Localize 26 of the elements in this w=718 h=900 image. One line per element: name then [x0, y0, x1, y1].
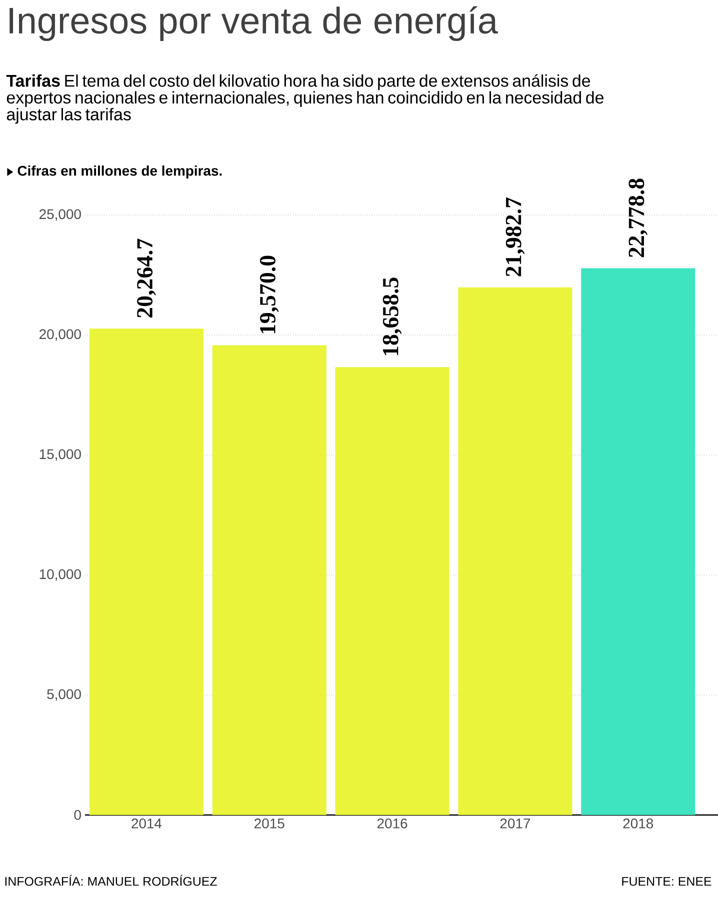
y-tick-label: 5,000 [47, 689, 81, 701]
data-label: 19,570.0 [260, 256, 279, 334]
y-tick-label: 15,000 [40, 449, 81, 461]
text: INFOGRAFÍA: MANUEL RODRÍGUEZ [5, 874, 217, 886]
bar [212, 345, 326, 815]
bar [581, 268, 696, 815]
text: Cifras en millones de lempiras. [18, 165, 222, 178]
data-label: 21,982.7 [506, 198, 525, 276]
data-label: 18,658.5 [382, 278, 402, 356]
chart-subtitle: Tarifas El tema del costo del kilovatio hora ha sido parte de extensos análisis de expertos nacionales e internacionales, quienes han coincidido en la necesidad de ajustar las tarifas [6, 74, 604, 124]
data-label: 20,264.7 [137, 238, 156, 318]
bar [335, 367, 450, 815]
y-tick-label: 20,000 [40, 329, 81, 341]
x-tick-label: 2016 [377, 818, 408, 828]
source-note: FUENTE: ENEE [622, 877, 712, 886]
x-tick-label: 2014 [132, 818, 162, 828]
x-tick-label: 2017 [500, 818, 530, 828]
chart-title: Ingresos por venta de energía [10, 6, 498, 41]
y-tick-label: 10,000 [40, 569, 81, 581]
bar [89, 328, 204, 815]
y-tick-label: 0 [74, 810, 81, 820]
data-label: 22,778.8 [628, 178, 648, 258]
x-tick-label: 2018 [623, 818, 654, 828]
bar [458, 287, 572, 815]
y-tick-label: 25,000 [40, 209, 81, 221]
x-tick-label: 2015 [254, 818, 284, 828]
